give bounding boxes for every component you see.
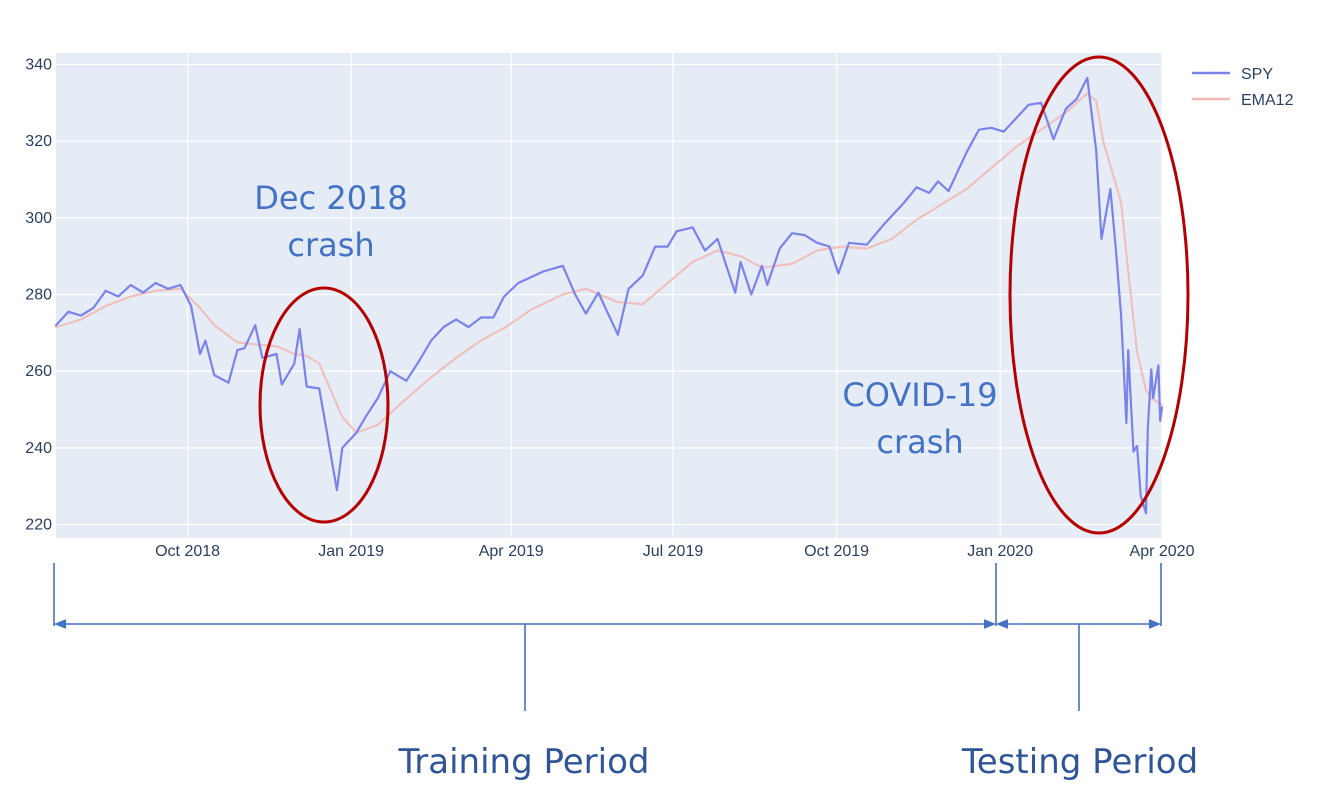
y-tick-label: 260 bbox=[25, 363, 52, 380]
training-arrowhead-right bbox=[983, 619, 997, 629]
x-axis-ticks: Oct 2018 Jan 2019 Apr 2019 Jul 2019 Oct 2019… bbox=[155, 543, 1194, 560]
series-layer bbox=[54, 76, 1164, 515]
legend-label-spy: SPY bbox=[1241, 66, 1273, 83]
x-tick-label: Apr 2019 bbox=[479, 543, 544, 560]
x-tick-label: Oct 2018 bbox=[155, 543, 220, 560]
y-tick-label: 240 bbox=[25, 440, 52, 457]
x-tick-label: Jan 2019 bbox=[318, 543, 384, 560]
training-arrowhead-left bbox=[53, 619, 67, 629]
covid-annotation-line2: crash bbox=[876, 423, 963, 461]
training-period-label: Training Period bbox=[398, 742, 650, 782]
covid-crash-highlight bbox=[1008, 55, 1190, 535]
y-tick-label: 320 bbox=[25, 133, 52, 150]
y-tick-label: 340 bbox=[25, 57, 52, 74]
y-tick-label: 220 bbox=[25, 517, 52, 534]
testing-period-label: Testing Period bbox=[961, 742, 1198, 782]
covid-annotation-line1: COVID-19 bbox=[842, 376, 997, 414]
plot-background bbox=[56, 53, 1162, 538]
dec-2018-annotation-line1: Dec 2018 bbox=[254, 179, 408, 217]
x-tick-label: Apr 2020 bbox=[1130, 543, 1195, 560]
dec-2018-crash-highlight bbox=[258, 286, 390, 524]
dec-2018-annotation-line2: crash bbox=[287, 226, 374, 264]
grid-lines bbox=[56, 53, 1163, 538]
legend[interactable]: SPY EMA12 bbox=[1192, 66, 1294, 109]
x-tick-label: Oct 2019 bbox=[804, 543, 869, 560]
legend-label-ema12: EMA12 bbox=[1241, 92, 1294, 109]
x-tick-label: Jul 2019 bbox=[643, 543, 704, 560]
x-tick-label: Jan 2020 bbox=[967, 543, 1033, 560]
y-tick-label: 300 bbox=[25, 210, 52, 227]
y-tick-label: 280 bbox=[25, 287, 52, 304]
testing-arrowhead-right bbox=[1148, 619, 1162, 629]
testing-arrowhead-left bbox=[995, 619, 1009, 629]
period-brackets bbox=[53, 563, 1162, 711]
y-axis-ticks: 220 240 260 280 300 320 340 bbox=[25, 57, 52, 534]
series-line-spy bbox=[54, 76, 1164, 515]
